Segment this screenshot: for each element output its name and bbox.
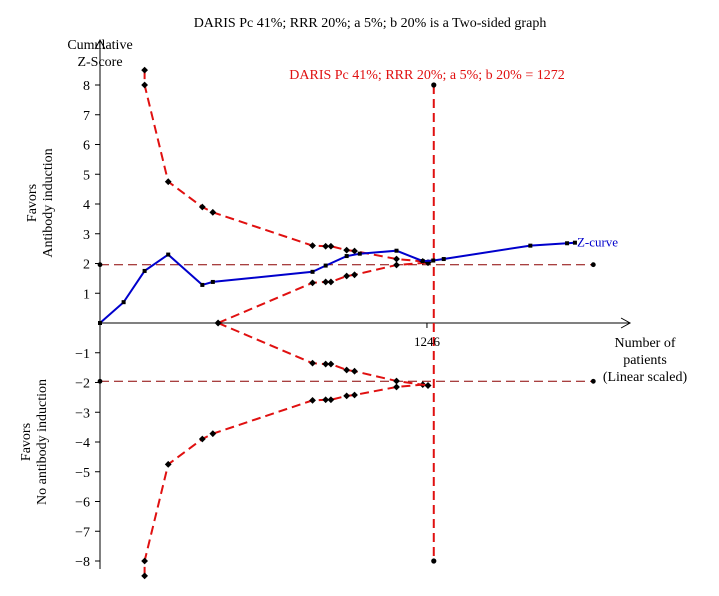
lower-monitoring-boundary-point	[343, 392, 351, 400]
lower-futility-boundary-point	[393, 377, 400, 385]
z-curve-group: Z-curve	[98, 235, 618, 325]
y-tick-label: −2	[75, 377, 90, 392]
favors-top-label: Favors Antibody induction	[25, 148, 56, 257]
ris-marker	[431, 558, 437, 564]
y-tick-label: 1	[83, 287, 90, 302]
lower-monitoring-boundary-point	[351, 391, 358, 399]
z-curve-point	[323, 263, 328, 268]
lower-monitoring-boundary-point	[141, 572, 149, 580]
lower-monitoring-boundary-point	[198, 435, 206, 443]
z-curve-point	[121, 300, 126, 305]
upper-monitoring-boundary-point	[164, 178, 172, 186]
y-tick-label: −8	[75, 555, 90, 570]
z-curve-label: Z-curve	[577, 235, 618, 250]
y-tick-label: 2	[83, 258, 90, 273]
y-tick-label: −6	[75, 496, 90, 511]
lower-monitoring-boundary-point	[393, 383, 400, 391]
z-curve-point	[344, 254, 349, 259]
y-tick-label: −4	[75, 436, 90, 451]
upper-monitoring-boundary	[143, 70, 429, 264]
upper-monitoring-boundary-point	[209, 208, 217, 216]
upper-monitoring-boundary-point	[327, 242, 335, 250]
lower-futility-boundary-point	[327, 360, 335, 368]
y-axis-arrow	[94, 38, 106, 50]
lower-futility-boundary-point	[351, 367, 358, 375]
upper-monitoring-boundary-point	[322, 242, 330, 250]
lower-futility-boundary-point	[322, 360, 330, 368]
upper-futility-boundary	[217, 261, 429, 324]
upper-futility-boundary-point	[393, 261, 400, 269]
ris-group: DARIS Pc 41%; RRR 20%; a 5%; b 20% = 127…	[289, 68, 565, 564]
y-tick-label: −1	[75, 347, 90, 362]
z-curve-point	[528, 243, 533, 248]
upper-futility-boundary-point	[327, 278, 335, 286]
upper-monitoring-boundary-point	[309, 242, 316, 250]
z-curve-point	[310, 269, 315, 274]
favors-top-line-1: Favors	[25, 184, 40, 222]
favors-bottom-label: Favors No antibody induction	[19, 379, 50, 505]
lower-monitoring-boundary	[143, 383, 429, 576]
lower-monitoring-boundary-point	[322, 396, 330, 404]
x-axis-tick: 1246	[414, 323, 441, 349]
upper-futility-boundary-point	[351, 271, 358, 279]
lower-monitoring-boundary-point	[327, 396, 335, 404]
chart-title: DARIS Pc 41%; RRR 20%; a 5%; b 20% is a …	[194, 16, 547, 31]
lower-futility-boundary-point	[309, 359, 316, 367]
z-curve-point	[431, 258, 436, 263]
conventional-boundary-marker	[590, 378, 596, 384]
x-axis-arrow	[620, 317, 632, 329]
favors-bottom-line-2: No antibody induction	[35, 379, 50, 505]
y-tick-label: 5	[83, 168, 90, 183]
y-tick-label: 8	[83, 79, 90, 94]
lower-futility-boundary-point	[343, 366, 351, 374]
upper-monitoring-boundary-point	[141, 66, 149, 74]
conventional-boundary-marker	[590, 262, 596, 268]
upper-futility-boundary-point	[309, 279, 316, 287]
lower-monitoring-boundary-point	[164, 460, 172, 468]
upper-futility-boundary-point	[343, 272, 351, 280]
z-curve-point	[572, 240, 577, 245]
z-curve-point	[166, 252, 171, 257]
favors-top-line-2: Antibody induction	[41, 148, 56, 257]
upper-monitoring-boundary-point	[198, 203, 206, 211]
y-tick-label: −5	[75, 466, 90, 481]
y-axis-ticks: 8 7 6 5 4 3 2 1 −1 −2 −3 −4 −5 −6 −7 −8	[75, 79, 100, 570]
z-curve-point	[98, 321, 102, 325]
lower-futility-boundary-point	[214, 319, 222, 327]
z-curve-point	[420, 259, 425, 264]
x-tick-label: 1246	[414, 334, 441, 349]
x-axis-title: Number of patients (Linear scaled)	[603, 336, 688, 385]
lower-monitoring-boundary-point	[309, 396, 316, 404]
lower-monitoring-boundary-point	[141, 557, 149, 565]
lower-monitoring-boundary-point	[209, 430, 217, 438]
z-curve-point	[357, 251, 362, 256]
y-tick-label: 7	[83, 109, 90, 124]
x-axis-title-line-3: (Linear scaled)	[603, 370, 688, 385]
y-tick-label: 4	[83, 198, 90, 213]
favors-bottom-line-1: Favors	[19, 423, 34, 461]
ris-label: DARIS Pc 41%; RRR 20%; a 5%; b 20% = 127…	[289, 68, 564, 83]
ris-marker	[431, 82, 437, 88]
lower-futility-boundary-point	[424, 382, 432, 389]
y-tick-label: −7	[75, 525, 90, 540]
z-curve-point	[142, 268, 147, 273]
upper-futility-boundary-point	[322, 278, 330, 286]
z-curve-point	[200, 282, 205, 287]
y-tick-label: 3	[83, 228, 90, 243]
z-curve-point	[441, 257, 446, 262]
z-curve-point	[565, 241, 570, 246]
upper-monitoring-boundary-point	[141, 81, 149, 89]
upper-monitoring-boundary-point	[393, 255, 400, 263]
y-tick-label: 6	[83, 139, 90, 154]
y-tick-label: −3	[75, 406, 90, 421]
x-axis-title-line-1: Number of	[614, 336, 675, 351]
z-curve-point	[210, 279, 215, 284]
axes	[94, 38, 632, 569]
lower-futility-boundary	[217, 322, 429, 387]
upper-monitoring-boundary-point	[343, 246, 351, 254]
z-curve-line	[99, 241, 575, 324]
z-curve-point	[394, 248, 399, 253]
x-axis-title-line-2: patients	[623, 353, 667, 368]
